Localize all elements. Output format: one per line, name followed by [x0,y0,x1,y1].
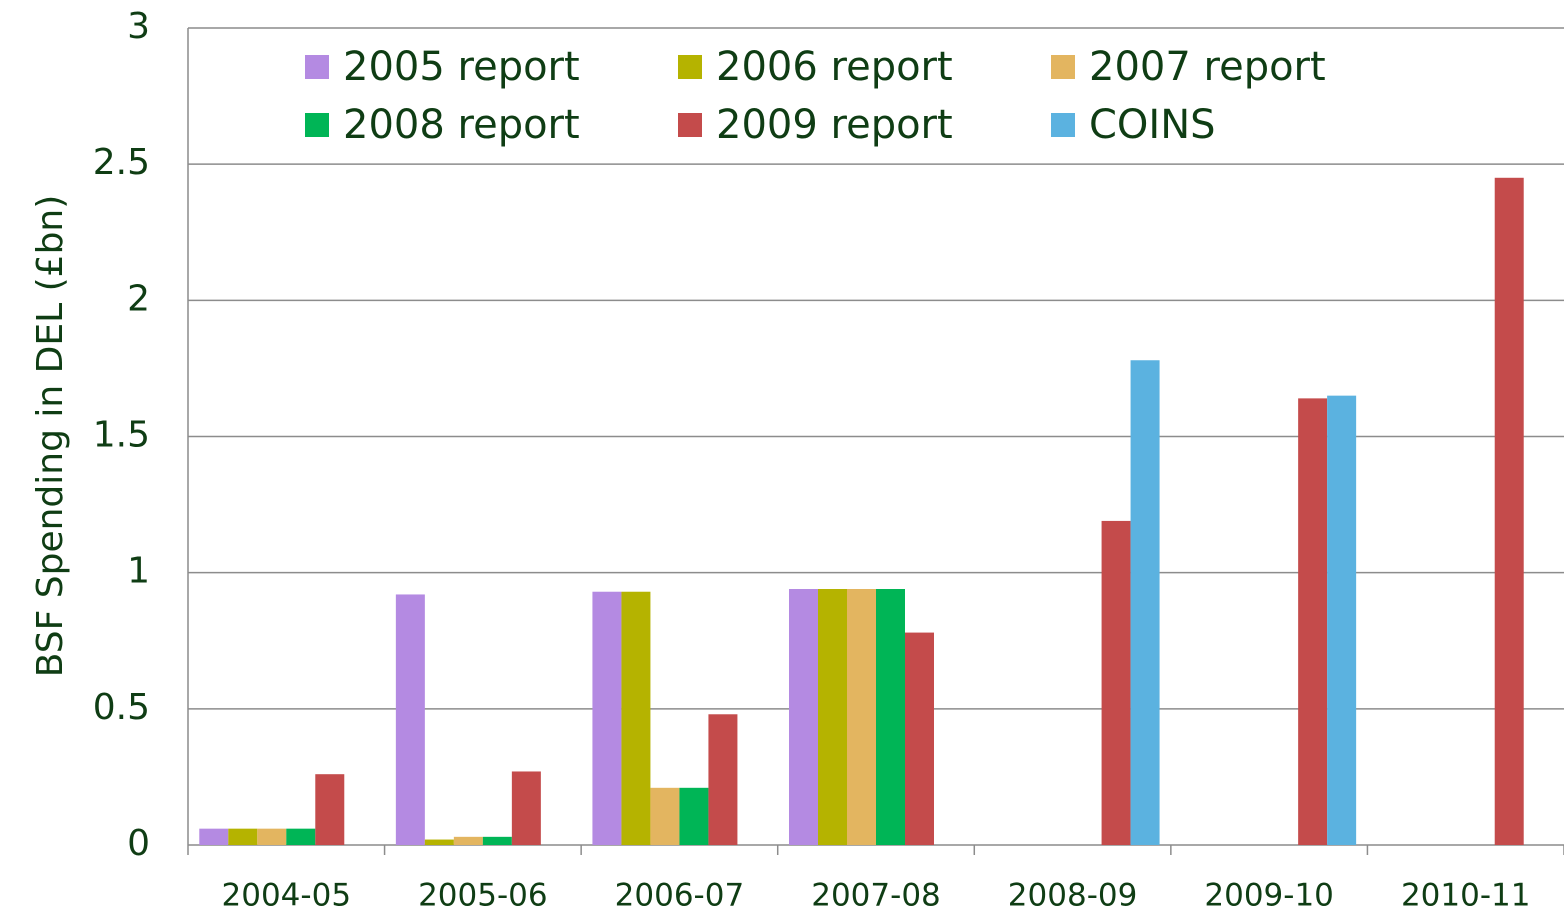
legend-label: 2005 report [343,44,580,90]
bar [679,787,709,845]
bar [1494,177,1524,846]
bar [395,594,425,845]
y-tick-label: 2.5 [93,142,150,183]
bar [286,828,316,845]
x-tick-label: 2007-08 [811,878,941,914]
bar [228,828,258,845]
x-tick-label: 2006-07 [615,878,745,914]
y-tick-label: 0.5 [93,687,150,728]
bar [315,774,345,845]
bar [708,714,738,845]
y-tick-label: 2 [127,278,150,319]
bar [621,591,651,845]
bar [847,589,876,845]
legend-label: 2006 report [716,44,953,90]
bar [1101,520,1131,845]
y-axis-label: BSF Spending in DEL (£bn) [30,195,71,678]
legend-swatch [1051,113,1075,137]
legend-label: 2008 report [343,102,580,148]
legend-label: COINS [1089,102,1216,148]
legend-swatch [678,55,702,79]
bar [482,836,512,845]
legend-swatch [305,55,329,79]
bar [905,632,934,845]
bar [1298,398,1328,845]
y-tick-label: 0 [127,823,150,864]
legend-swatch [1051,55,1075,79]
bar [592,591,622,845]
legend-swatch [305,113,329,137]
bar [424,839,454,845]
bar [511,771,541,845]
bar [1327,395,1357,845]
bar [650,787,680,845]
x-tick-label: 2005-06 [418,878,548,914]
bar [1130,360,1160,845]
x-tick-label: 2004-05 [222,878,352,914]
legend-label: 2009 report [716,102,953,148]
legend-swatch [678,113,702,137]
y-tick-label: 1.5 [93,415,150,456]
y-tick-label: 3 [127,6,150,47]
x-tick-label: 2010-11 [1401,878,1531,914]
bar [876,589,905,845]
x-tick-label: 2008-09 [1008,878,1138,914]
legend-label: 2007 report [1089,44,1326,90]
y-tick-label: 1 [127,551,150,592]
bar [199,828,229,845]
bar [453,836,483,845]
bar [257,828,287,845]
x-tick-label: 2009-10 [1204,878,1334,914]
bar [789,589,818,845]
bar [818,589,847,845]
